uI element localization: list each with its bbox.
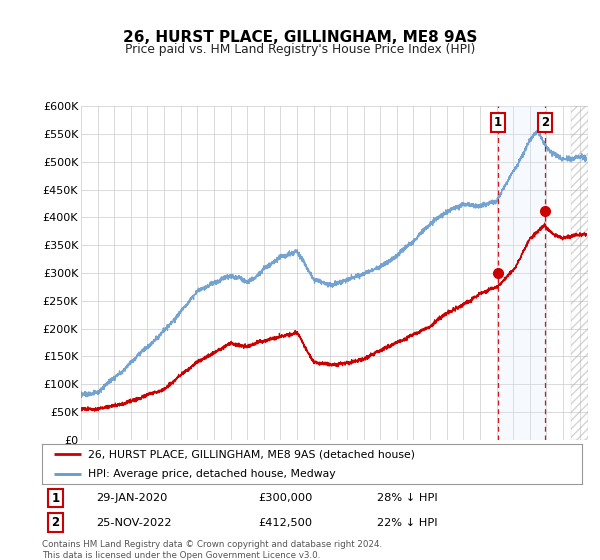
Text: 2: 2	[541, 116, 549, 129]
Text: 25-NOV-2022: 25-NOV-2022	[96, 517, 172, 528]
Text: HPI: Average price, detached house, Medway: HPI: Average price, detached house, Medw…	[88, 469, 335, 479]
Text: Contains HM Land Registry data © Crown copyright and database right 2024.
This d: Contains HM Land Registry data © Crown c…	[42, 539, 382, 560]
Text: 1: 1	[494, 116, 502, 129]
Bar	[498, 106, 545, 440]
Text: 1: 1	[52, 492, 59, 505]
Text: 26, HURST PLACE, GILLINGHAM, ME8 9AS: 26, HURST PLACE, GILLINGHAM, ME8 9AS	[123, 30, 477, 45]
Text: 2: 2	[52, 516, 59, 529]
Text: 22% ↓ HPI: 22% ↓ HPI	[377, 517, 437, 528]
Text: Price paid vs. HM Land Registry's House Price Index (HPI): Price paid vs. HM Land Registry's House …	[125, 43, 475, 56]
Text: 26, HURST PLACE, GILLINGHAM, ME8 9AS (detached house): 26, HURST PLACE, GILLINGHAM, ME8 9AS (de…	[88, 449, 415, 459]
Text: 29-JAN-2020: 29-JAN-2020	[96, 493, 167, 503]
Text: 28% ↓ HPI: 28% ↓ HPI	[377, 493, 437, 503]
Text: £412,500: £412,500	[258, 517, 312, 528]
Text: £300,000: £300,000	[258, 493, 313, 503]
